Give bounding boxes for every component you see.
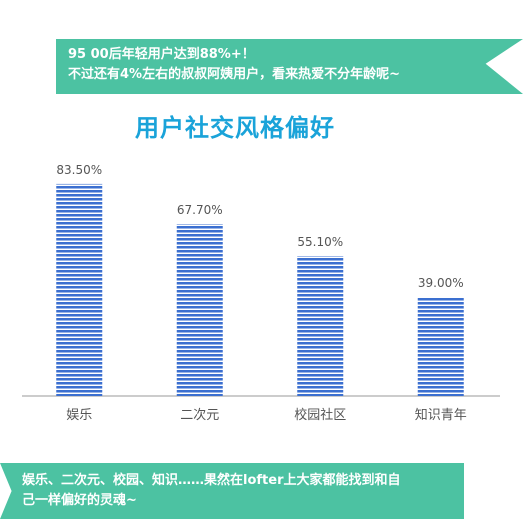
data-label-0: 83.50% <box>56 163 102 177</box>
bar-3 <box>417 296 464 396</box>
bar-0 <box>56 183 103 396</box>
bottom-banner-line-2: 己一样偏好的灵魂~ <box>22 493 137 508</box>
bar-2 <box>297 256 344 396</box>
bottom-banner: 娱乐、二次元、校园、知识……果然在lofter上大家都能找到和自 己一样偏好的灵… <box>0 463 464 519</box>
top-banner-line-2: 不过还有4%左右的叔叔阿姨用户，看来热爱不分年龄呢~ <box>68 67 400 82</box>
bar-1 <box>176 224 223 396</box>
data-label-3: 39.00% <box>418 276 464 290</box>
top-banner: 95 00后年轻用户达到88%+！ 不过还有4%左右的叔叔阿姨用户，看来热爱不分… <box>56 39 523 94</box>
chart-title: 用户社交风格偏好 <box>135 114 335 142</box>
category-label-3: 知识青年 <box>415 407 467 423</box>
category-label-1: 二次元 <box>180 407 219 423</box>
category-label-0: 娱乐 <box>66 408 92 423</box>
bottom-banner-line-1: 娱乐、二次元、校园、知识……果然在lofter上大家都能找到和自 <box>22 473 401 488</box>
data-label-2: 55.10% <box>297 235 343 249</box>
top-banner-line-1: 95 00后年轻用户达到88%+！ <box>68 47 255 62</box>
data-label-1: 67.70% <box>177 203 223 217</box>
bar-chart: 83.50% 娱乐 67.70% 二次元 55.10% 校园社区 39.00% 知识青年 <box>22 163 500 423</box>
category-label-2: 校园社区 <box>294 407 346 423</box>
